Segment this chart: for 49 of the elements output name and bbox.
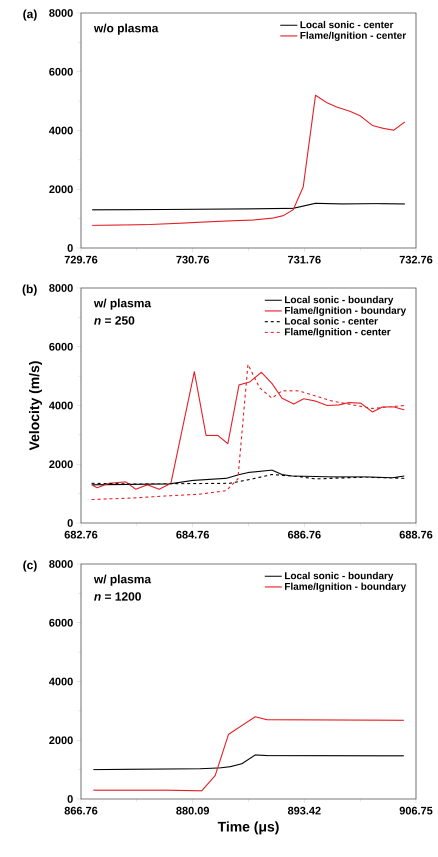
line-series (92, 202, 406, 210)
annotation: w/o plasma (94, 24, 158, 35)
x-tick-label: 731.76 (288, 256, 321, 264)
x-tick-label: 682.76 (64, 530, 98, 539)
x-axis-title: Time (μs) (218, 821, 279, 834)
annotation: w/ plasma (94, 298, 152, 310)
y-tick-label: 2000 (49, 460, 73, 468)
line-series (92, 94, 406, 226)
legend-label: Local sonic - boundary (285, 296, 394, 306)
line-series (92, 754, 404, 770)
x-tick-label: 732.76 (400, 256, 432, 264)
y-tick-label: 8000 (49, 560, 73, 568)
text: (b) (22, 284, 37, 296)
y-tick-label: 6000 (49, 342, 73, 351)
y-tick-label: 8000 (49, 284, 73, 292)
x-tick-label: 866.76 (64, 806, 98, 815)
y-tick-label: 2000 (49, 736, 73, 744)
y-tick-label: 6000 (49, 618, 73, 627)
legend-label: Flame/Ignition - boundary (285, 582, 406, 592)
y-tick-label: 4000 (49, 402, 73, 410)
annotation: w/ plasma (94, 574, 152, 586)
y-tick-label: 0 (68, 244, 73, 252)
legend-label: Local sonic - center (285, 317, 378, 325)
text: (c) (23, 560, 37, 572)
x-tick-label: 730.76 (176, 256, 210, 264)
line-series (92, 716, 404, 792)
y-axis-title: Velocity (m/s) (29, 361, 42, 450)
legend-label: Flame/Ignition - center (285, 328, 390, 338)
x-tick-label: 686.76 (288, 530, 321, 539)
x-tick-label: 893.42 (288, 806, 321, 815)
legend-label: Flame/Ignition - boundary (285, 306, 406, 316)
y-tick-label: 2000 (49, 185, 73, 194)
legend-label: Local sonic - boundary (285, 572, 394, 582)
legend-label: Flame/Ignition - center (300, 32, 406, 41)
x-tick-label: 880.09 (176, 806, 210, 815)
annotation: n = 250 (94, 316, 134, 325)
y-tick-label: 8000 (49, 9, 73, 17)
x-tick-label: 688.76 (400, 530, 432, 539)
y-tick-label: 6000 (49, 68, 73, 76)
x-tick-label: 906.75 (400, 806, 432, 815)
y-tick-label: 0 (68, 795, 73, 803)
legend-label: Local sonic - center (300, 20, 394, 28)
x-tick-label: 684.76 (176, 530, 210, 539)
y-tick-label: 4000 (49, 678, 73, 686)
text: (a) (23, 9, 37, 21)
annotation: n = 1200 (94, 592, 141, 601)
y-tick-label: 0 (68, 519, 73, 527)
x-tick-label: 729.76 (64, 256, 98, 264)
y-tick-label: 4000 (49, 126, 73, 134)
